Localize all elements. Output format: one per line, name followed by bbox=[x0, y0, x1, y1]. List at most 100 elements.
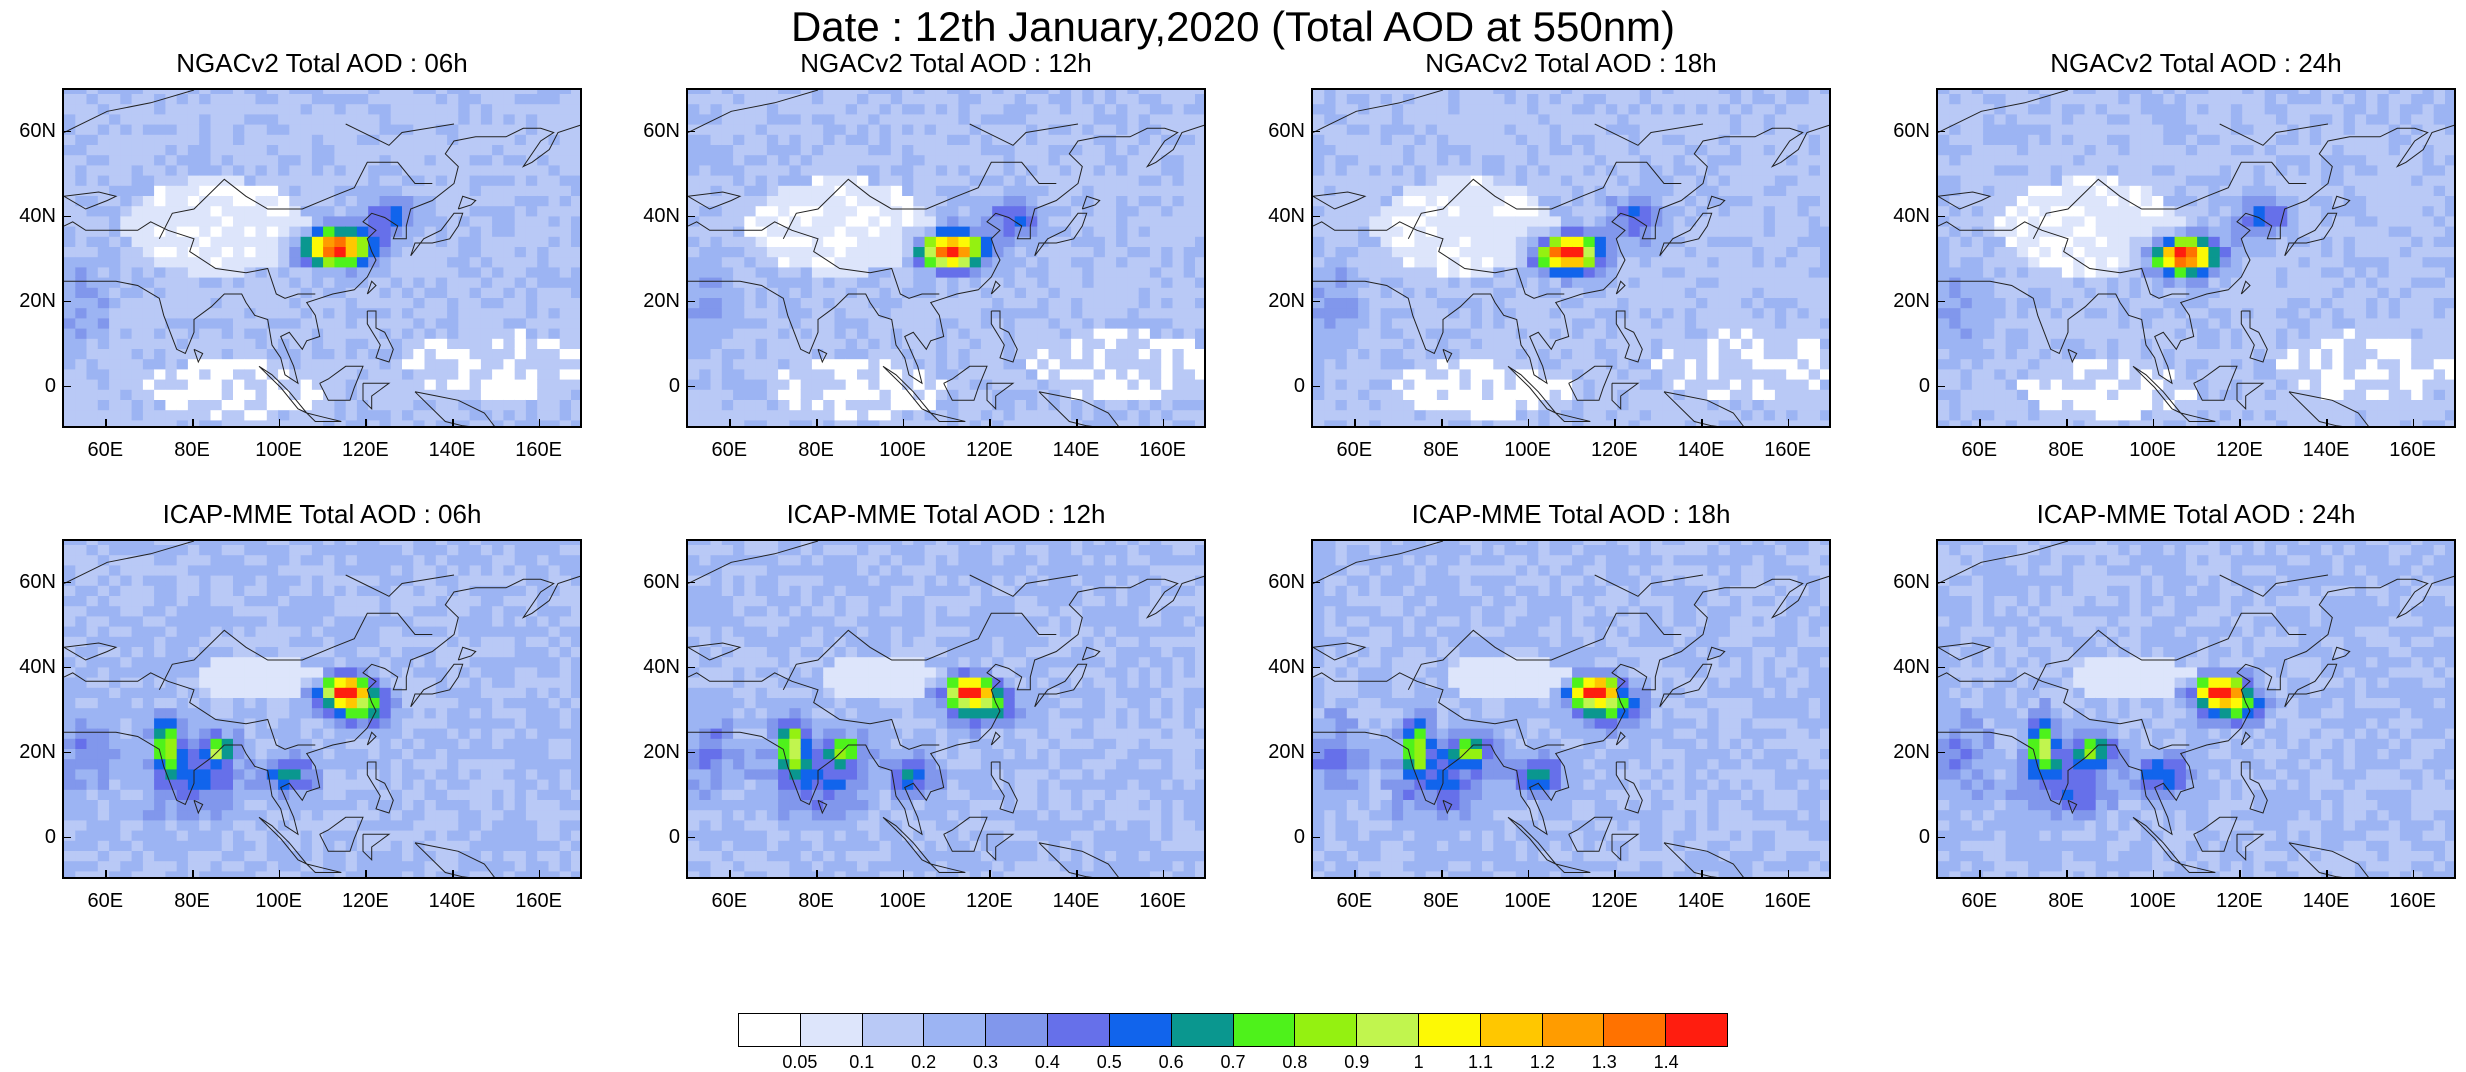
aod-grid-cell bbox=[402, 359, 414, 370]
aod-grid-cell bbox=[402, 328, 414, 339]
aod-grid-cell bbox=[1026, 257, 1038, 268]
aod-grid-cell bbox=[823, 379, 835, 390]
aod-grid-cell bbox=[211, 420, 223, 428]
aod-grid-cell bbox=[458, 410, 470, 421]
aod-grid-cell bbox=[767, 369, 779, 380]
aod-grid-cell bbox=[891, 114, 903, 125]
aod-grid-cell bbox=[1493, 328, 1505, 339]
aod-grid-cell bbox=[402, 369, 414, 380]
aod-grid-cell bbox=[368, 104, 380, 115]
aod-grid-cell bbox=[323, 155, 335, 166]
aod-grid-cell bbox=[560, 297, 572, 308]
aod-grid-cell bbox=[177, 246, 189, 257]
aod-grid-cell bbox=[936, 389, 948, 400]
aod-grid-cell bbox=[1184, 216, 1196, 227]
aod-grid-cell bbox=[1037, 399, 1049, 410]
aod-grid-cell bbox=[1572, 318, 1584, 329]
aod-grid-cell bbox=[301, 267, 313, 278]
aod-grid-cell bbox=[244, 236, 256, 247]
aod-grid-cell bbox=[1426, 277, 1438, 288]
aod-grid-cell bbox=[1798, 410, 1810, 421]
aod-grid-cell bbox=[267, 104, 279, 115]
aod-grid-cell bbox=[1798, 246, 1810, 257]
aod-grid-cell bbox=[835, 165, 847, 176]
aod-grid-cell bbox=[492, 206, 504, 217]
aod-grid-cell bbox=[891, 175, 903, 186]
aod-grid-cell bbox=[835, 195, 847, 206]
aod-grid-cell bbox=[515, 165, 527, 176]
aod-grid-cell bbox=[711, 93, 723, 104]
aod-grid-cell bbox=[947, 226, 959, 237]
aod-grid-cell bbox=[233, 338, 245, 349]
aod-grid-cell bbox=[1392, 144, 1404, 155]
aod-grid-cell bbox=[756, 185, 768, 196]
aod-grid-cell bbox=[925, 277, 937, 288]
aod-grid-cell bbox=[1313, 359, 1325, 370]
lat-tick-mark bbox=[62, 386, 71, 388]
aod-grid-cell bbox=[1730, 267, 1742, 278]
aod-grid-cell bbox=[120, 206, 132, 217]
aod-grid-cell bbox=[902, 155, 914, 166]
aod-grid-cell bbox=[756, 369, 768, 380]
aod-grid-cell bbox=[1572, 114, 1584, 125]
aod-grid-cell bbox=[334, 236, 346, 247]
aod-grid-cell bbox=[857, 134, 869, 145]
aod-grid-cell bbox=[1369, 195, 1381, 206]
aod-grid-cell bbox=[199, 328, 211, 339]
aod-grid-cell bbox=[526, 389, 538, 400]
aod-grid-cell bbox=[154, 318, 166, 329]
aod-grid-cell bbox=[1127, 236, 1139, 247]
aod-grid-cell bbox=[1358, 308, 1370, 319]
aod-grid-cell bbox=[1049, 185, 1061, 196]
aod-grid-cell bbox=[425, 267, 437, 278]
aod-grid-cell bbox=[1004, 369, 1016, 380]
aod-grid-cell bbox=[711, 328, 723, 339]
aod-grid-cell bbox=[1730, 287, 1742, 298]
aod-grid-cell bbox=[503, 216, 515, 227]
aod-grid-cell bbox=[880, 246, 892, 257]
aod-grid-cell bbox=[312, 206, 324, 217]
aod-grid-cell bbox=[1662, 226, 1674, 237]
aod-grid-cell bbox=[744, 297, 756, 308]
aod-grid-cell bbox=[1617, 124, 1629, 135]
aod-grid-cell bbox=[301, 389, 313, 400]
aod-grid-cell bbox=[120, 308, 132, 319]
aod-grid-cell bbox=[936, 338, 948, 349]
aod-grid-cell bbox=[756, 287, 768, 298]
aod-grid-cell bbox=[458, 287, 470, 298]
aod-grid-cell bbox=[1437, 420, 1449, 428]
aod-grid-cell bbox=[278, 144, 290, 155]
aod-grid-cell bbox=[1049, 420, 1061, 428]
aod-grid-cell bbox=[981, 328, 993, 339]
aod-grid-cell bbox=[1651, 185, 1663, 196]
aod-grid-cell bbox=[233, 379, 245, 390]
aod-grid-cell bbox=[132, 328, 144, 339]
aod-grid-cell bbox=[801, 277, 813, 288]
aod-grid-cell bbox=[1798, 308, 1810, 319]
aod-grid-cell bbox=[913, 155, 925, 166]
aod-grid-cell bbox=[1060, 287, 1072, 298]
aod-grid-cell bbox=[891, 104, 903, 115]
aod-grid-cell bbox=[1324, 104, 1336, 115]
aod-grid-cell bbox=[1741, 114, 1753, 125]
aod-grid-cell bbox=[711, 267, 723, 278]
aod-grid-cell bbox=[1094, 206, 1106, 217]
aod-grid-cell bbox=[1414, 420, 1426, 428]
aod-grid-cell bbox=[1150, 308, 1162, 319]
aod-grid-cell bbox=[733, 410, 745, 421]
aod-grid-cell bbox=[778, 348, 790, 359]
aod-grid-cell bbox=[1938, 155, 1950, 166]
aod-grid-cell bbox=[244, 348, 256, 359]
aod-grid-cell bbox=[1173, 308, 1185, 319]
aod-grid-cell bbox=[846, 226, 858, 237]
aod-grid-cell bbox=[368, 185, 380, 196]
aod-grid-cell bbox=[560, 399, 572, 410]
aod-grid-cell bbox=[981, 236, 993, 247]
aod-grid-cell bbox=[1595, 277, 1607, 288]
aod-grid-cell bbox=[503, 297, 515, 308]
lat-tick-label: 40N bbox=[18, 206, 56, 226]
aod-grid-cell bbox=[492, 318, 504, 329]
aod-grid-cell bbox=[778, 124, 790, 135]
aod-grid-cell bbox=[1060, 185, 1072, 196]
aod-grid-cell bbox=[1195, 93, 1206, 104]
